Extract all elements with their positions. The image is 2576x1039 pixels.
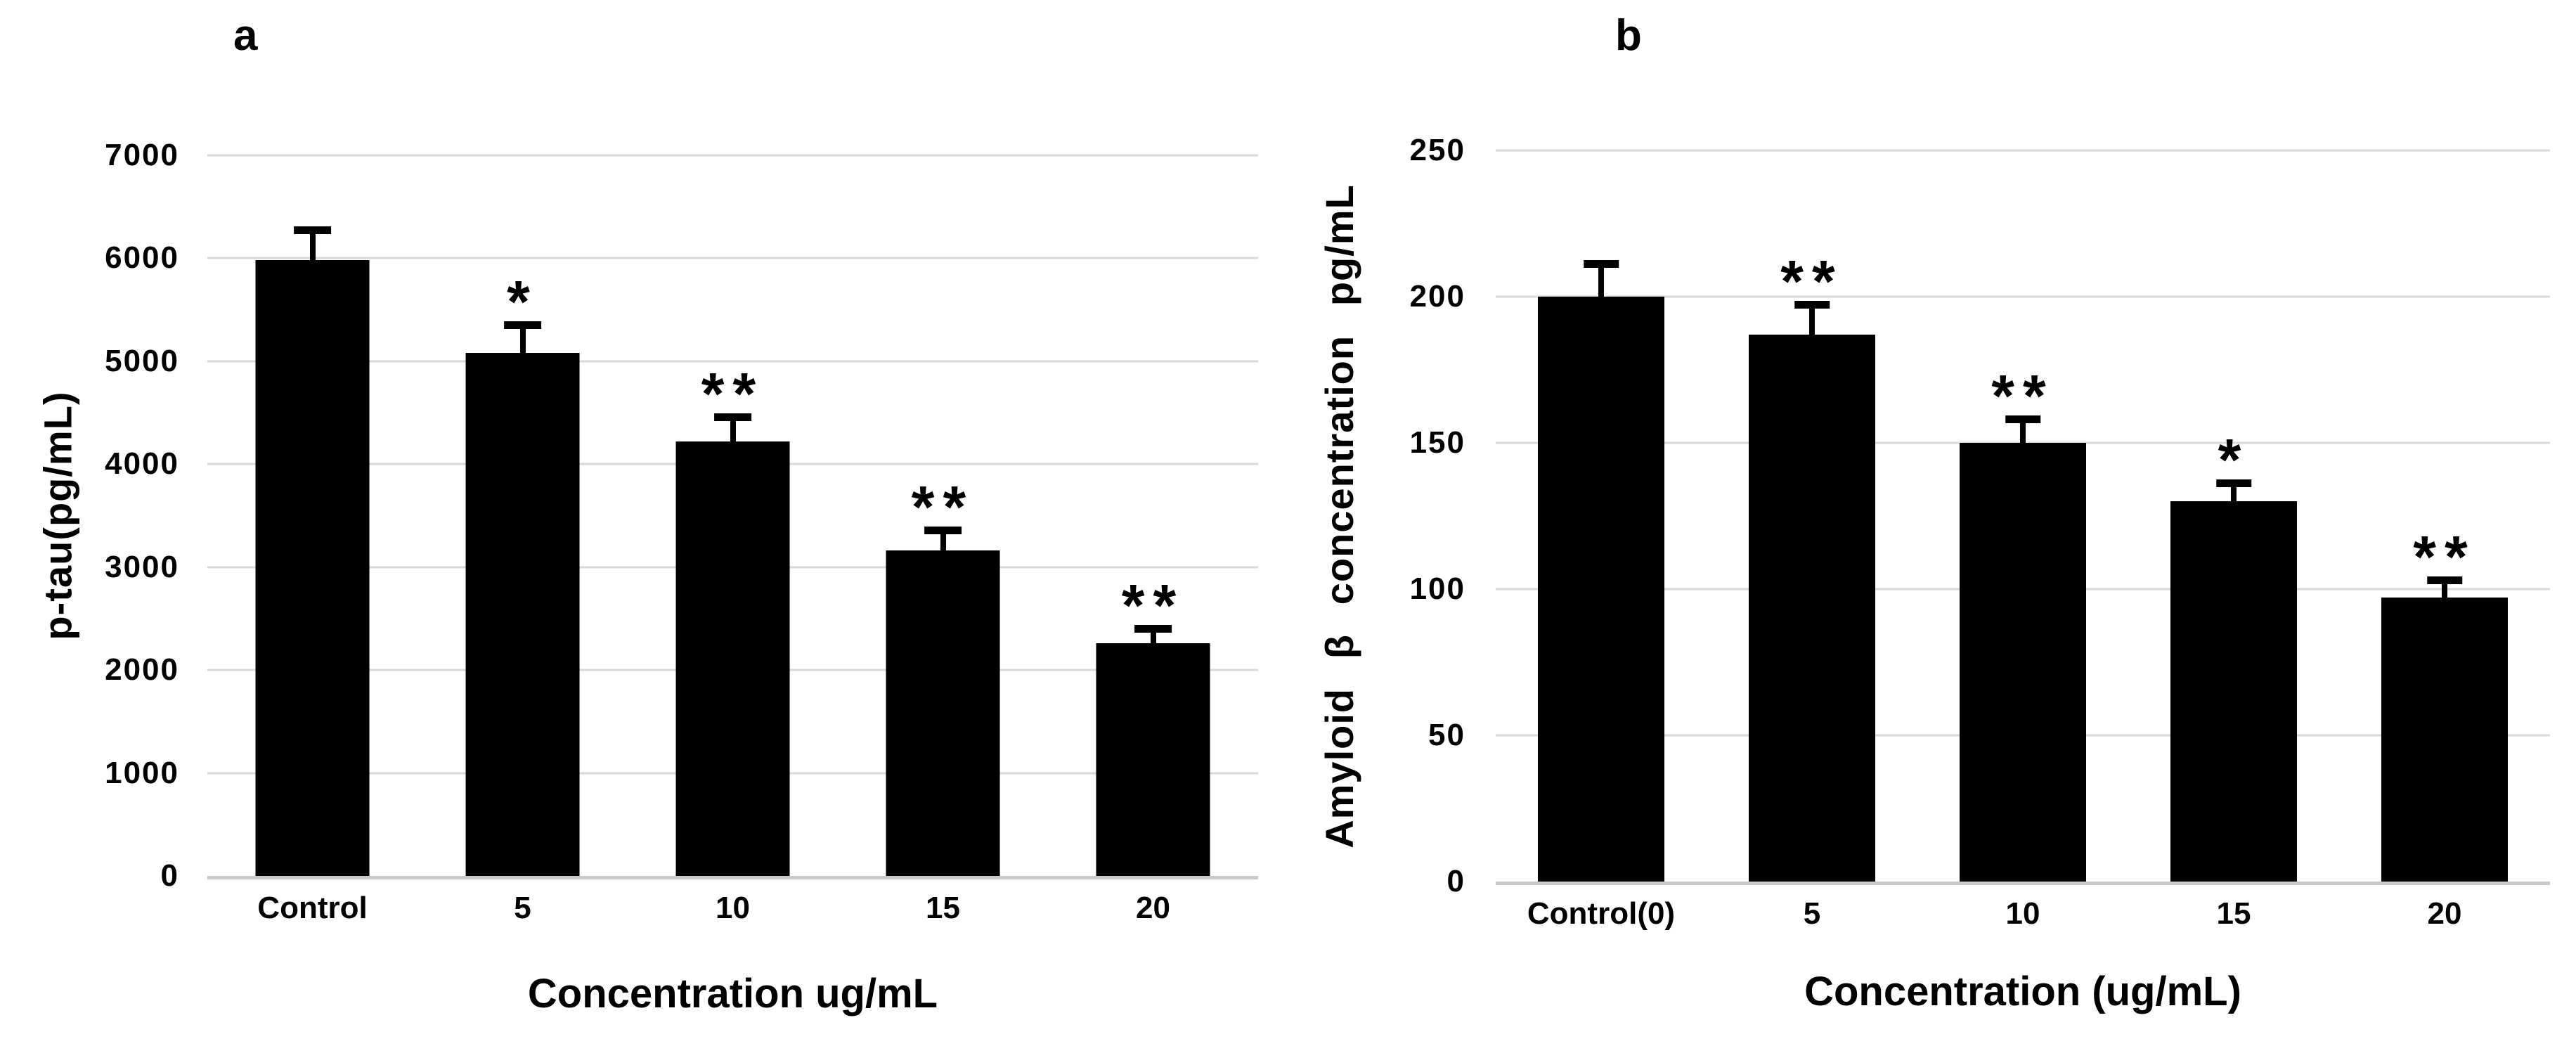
panel-label-a: a bbox=[233, 11, 258, 60]
error-bar-cap bbox=[1584, 260, 1619, 269]
y-axis-ticks: 0 50 100 150 200 250 bbox=[1325, 135, 1465, 897]
bar bbox=[1096, 643, 1210, 876]
bar bbox=[675, 441, 790, 876]
significance-marker: * bbox=[507, 268, 538, 335]
significance-marker: ** bbox=[1780, 248, 1844, 315]
x-tick-label: 15 bbox=[926, 891, 960, 925]
significance-marker: ** bbox=[911, 474, 975, 541]
error-bar-line bbox=[940, 531, 946, 551]
y-tick-label: 2000 bbox=[105, 652, 179, 688]
y-tick-label: 150 bbox=[1409, 425, 1465, 460]
gridline bbox=[207, 360, 1258, 363]
y-tick-label: 200 bbox=[1409, 279, 1465, 314]
error-bar-line bbox=[2442, 580, 2447, 598]
error-bar-line bbox=[2020, 419, 2026, 443]
error-bar-line bbox=[2231, 484, 2237, 502]
error-bar-cap bbox=[713, 413, 752, 422]
bar bbox=[1538, 297, 1664, 882]
error-bar-cap bbox=[2005, 415, 2040, 423]
error-bar-cap bbox=[503, 321, 542, 329]
y-tick-label: 50 bbox=[1428, 718, 1465, 752]
x-tick-label: 10 bbox=[2005, 896, 2040, 931]
panel-label-b: b bbox=[1615, 11, 1642, 60]
error-bar-line bbox=[309, 230, 316, 261]
y-tick-label: 0 bbox=[1446, 864, 1465, 898]
error-bar-cap bbox=[924, 527, 962, 535]
y-tick-label: 7000 bbox=[105, 138, 179, 172]
x-tick-label: Control bbox=[257, 891, 368, 925]
plot-area: ******* bbox=[1496, 149, 2550, 885]
error-bar-cap bbox=[1134, 624, 1172, 633]
x-tick-label: 5 bbox=[1803, 896, 1821, 931]
gridline bbox=[207, 257, 1258, 259]
y-tick-label: 4000 bbox=[105, 446, 179, 482]
bar bbox=[255, 260, 370, 876]
significance-marker: ** bbox=[2413, 523, 2476, 590]
x-axis-ticks: Control(0) 5 10 15 20 bbox=[1496, 896, 2550, 939]
x-tick-label: 5 bbox=[514, 891, 531, 925]
y-axis-ticks: 0 1000 2000 3000 4000 5000 6000 7000 bbox=[42, 140, 179, 891]
x-axis-title: Concentration (ug/mL) bbox=[1804, 969, 2241, 1014]
x-tick-label: 15 bbox=[2216, 896, 2251, 931]
bar bbox=[1960, 443, 2086, 882]
y-tick-label: 6000 bbox=[105, 240, 179, 276]
y-tick-label: 1000 bbox=[105, 755, 179, 790]
bar bbox=[2170, 501, 2297, 882]
significance-marker: ** bbox=[1121, 572, 1185, 638]
error-bar-line bbox=[730, 418, 736, 442]
error-bar-cap bbox=[293, 226, 332, 234]
bar bbox=[2381, 598, 2508, 882]
error-bar-cap bbox=[2216, 479, 2251, 488]
y-tick-label: 5000 bbox=[105, 343, 179, 378]
y-tick-label: 100 bbox=[1409, 572, 1465, 606]
significance-marker: * bbox=[2218, 427, 2250, 493]
error-bar-line bbox=[1809, 305, 1815, 335]
x-tick-label: 10 bbox=[716, 891, 750, 925]
error-bar-cap bbox=[1794, 301, 1830, 309]
gridline bbox=[1496, 149, 2550, 152]
y-tick-label: 0 bbox=[160, 858, 179, 893]
gridline bbox=[1496, 295, 2550, 298]
error-bar-line bbox=[1150, 628, 1156, 644]
error-bar-line bbox=[1598, 264, 1604, 297]
x-tick-label: 20 bbox=[1136, 891, 1170, 925]
bar bbox=[1749, 335, 1875, 882]
gridline bbox=[207, 154, 1258, 157]
error-bar-cap bbox=[2427, 576, 2462, 584]
y-tick-label: 250 bbox=[1409, 133, 1465, 167]
x-axis-ticks: Control 5 10 15 20 bbox=[207, 891, 1258, 934]
x-tick-label: 20 bbox=[2427, 896, 2462, 931]
y-tick-label: 3000 bbox=[105, 549, 179, 584]
error-bar-line bbox=[519, 325, 526, 354]
significance-marker: ** bbox=[1991, 362, 2054, 429]
bar bbox=[886, 550, 1000, 876]
plot-area: ******* bbox=[207, 154, 1258, 879]
bar bbox=[465, 353, 580, 876]
significance-marker: ** bbox=[701, 361, 765, 427]
x-axis-title: Concentration ug/mL bbox=[527, 971, 938, 1017]
x-tick-label: Control(0) bbox=[1527, 896, 1676, 931]
